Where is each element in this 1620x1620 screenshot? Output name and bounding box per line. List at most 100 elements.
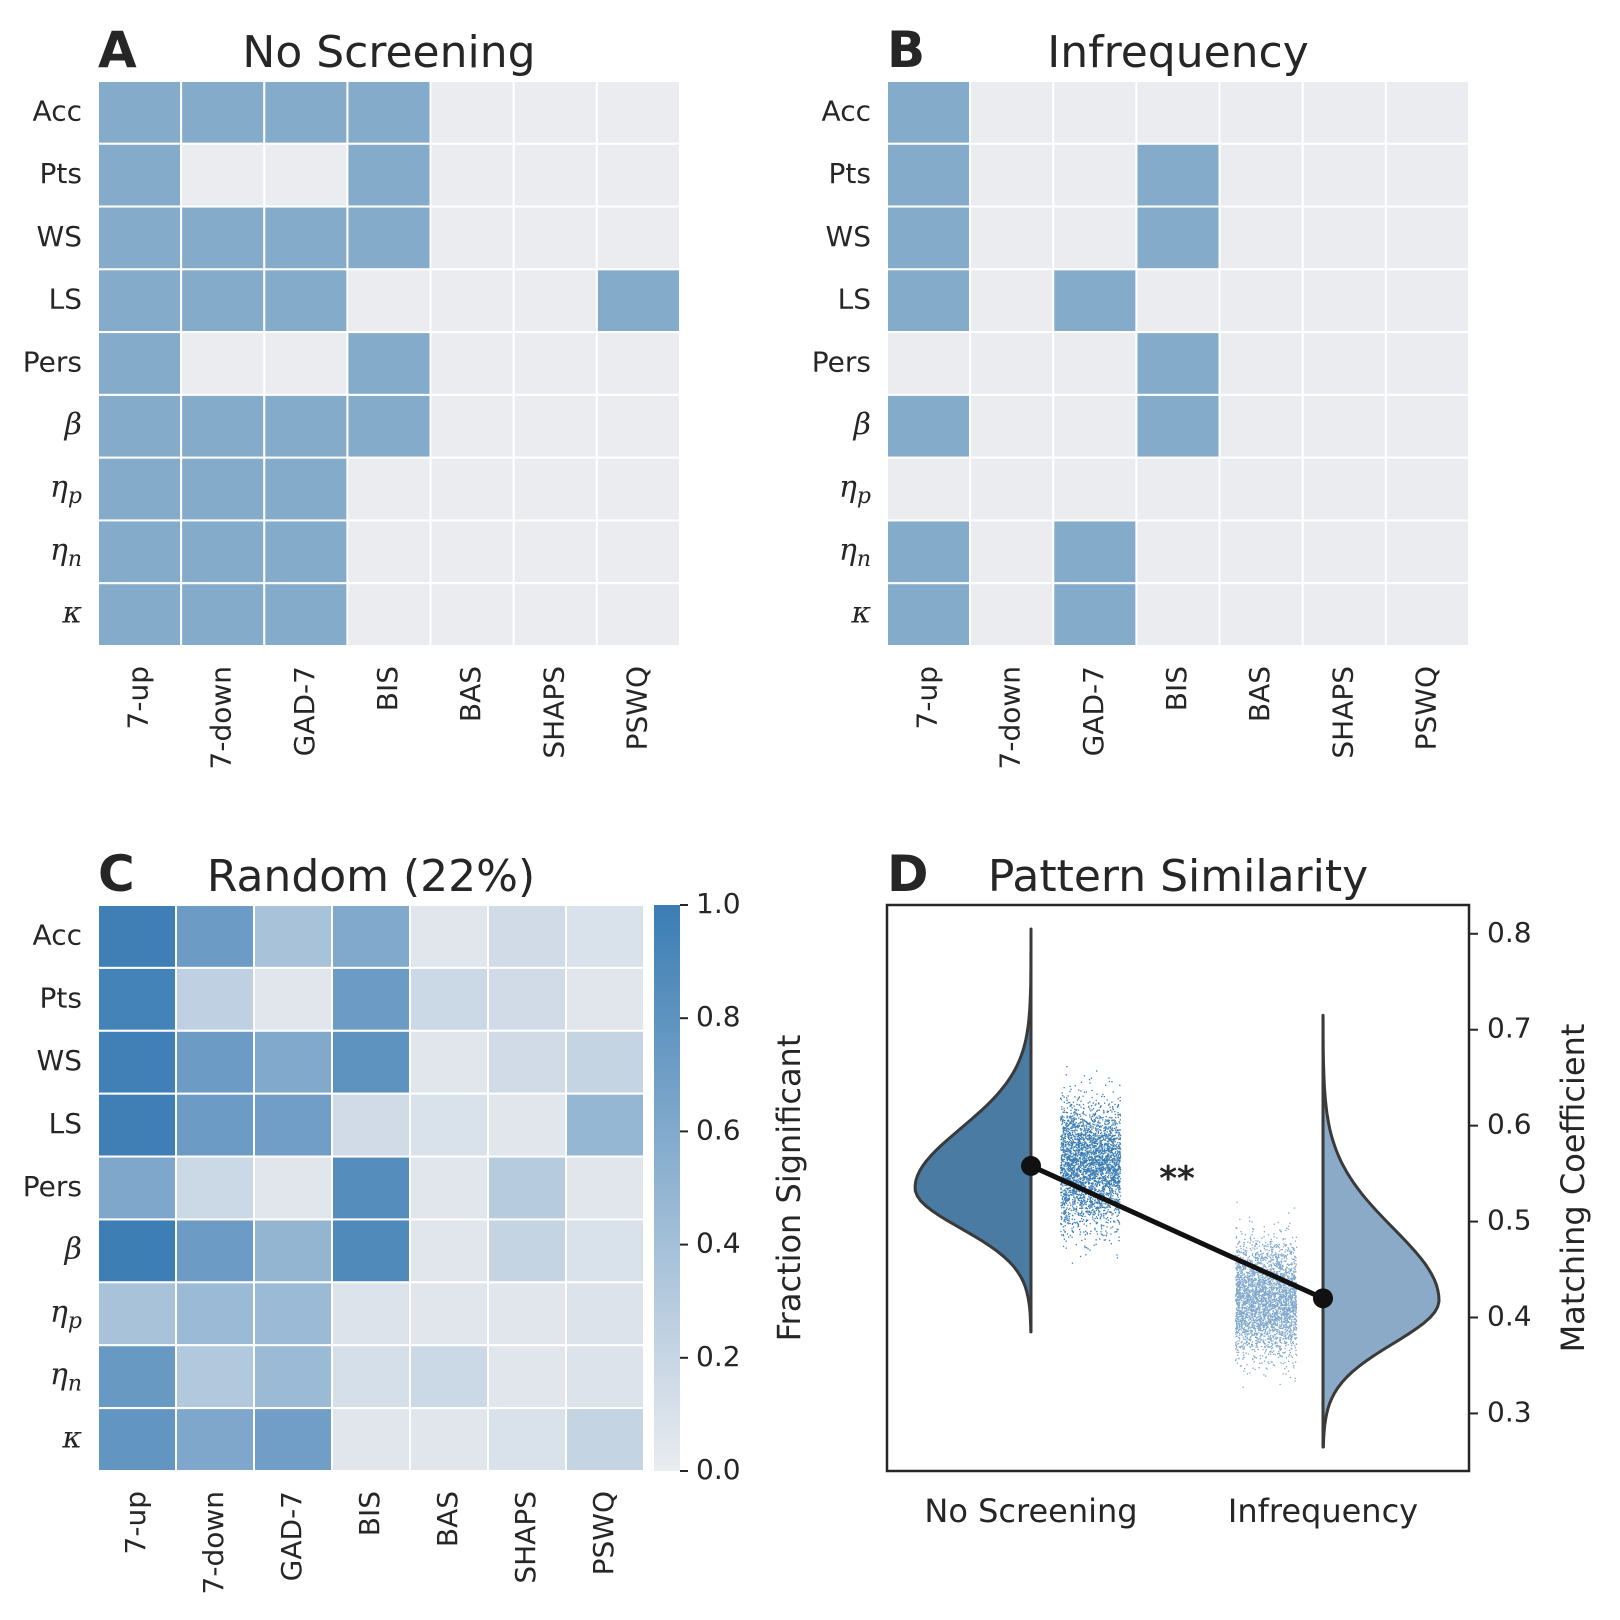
- jitter-point: [1068, 1148, 1070, 1151]
- jitter-point: [1087, 1139, 1089, 1141]
- heatmap-cell: [1135, 519, 1221, 585]
- jitter-point: [1068, 1218, 1070, 1220]
- jitter-point: [1270, 1338, 1272, 1340]
- jitter-point: [1268, 1286, 1270, 1289]
- jitter-point: [1068, 1163, 1070, 1165]
- jitter-point: [1079, 1161, 1081, 1163]
- jitter-point: [1266, 1302, 1268, 1304]
- jitter-point: [1112, 1144, 1114, 1146]
- heatmap-cell: [1384, 393, 1471, 459]
- jitter-point: [1254, 1285, 1256, 1288]
- jitter-point: [1282, 1255, 1284, 1257]
- jitter-point: [1287, 1313, 1289, 1315]
- jitter-point: [1090, 1186, 1092, 1188]
- jitter-point: [1096, 1070, 1098, 1072]
- jitter-point: [1270, 1297, 1272, 1299]
- jitter-point: [1080, 1207, 1083, 1209]
- jitter-point: [1070, 1209, 1072, 1212]
- jitter-point: [1097, 1117, 1099, 1119]
- jitter-point: [1109, 1152, 1111, 1154]
- jitter-point: [1080, 1197, 1082, 1199]
- jitter-point: [1086, 1163, 1088, 1165]
- heatmap-cell: [1135, 205, 1221, 271]
- jitter-point: [1117, 1105, 1119, 1107]
- jitter-point: [1107, 1204, 1109, 1206]
- jitter-point: [1280, 1262, 1283, 1264]
- jitter-point: [1081, 1158, 1084, 1161]
- jitter-point: [1077, 1123, 1079, 1125]
- jitter-point: [1105, 1218, 1107, 1220]
- jitter-point: [1285, 1308, 1287, 1311]
- jitter-point: [1107, 1168, 1110, 1170]
- jitter-point: [1112, 1091, 1114, 1093]
- jitter-point: [1085, 1193, 1087, 1196]
- jitter-point: [1256, 1320, 1258, 1322]
- jitter-point: [1258, 1285, 1260, 1287]
- jitter-point: [1116, 1257, 1118, 1259]
- jitter-point: [1109, 1129, 1111, 1132]
- jitter-point: [1103, 1194, 1105, 1197]
- jitter-point: [1061, 1115, 1063, 1117]
- jitter-point: [1065, 1191, 1068, 1193]
- jitter-point: [1075, 1181, 1077, 1183]
- jitter-point: [1108, 1123, 1110, 1125]
- jitter-point: [1086, 1200, 1088, 1203]
- jitter-point: [1060, 1097, 1062, 1099]
- jitter-point: [1112, 1165, 1114, 1167]
- jitter-point: [1085, 1132, 1088, 1134]
- jitter-point: [1078, 1149, 1080, 1151]
- jitter-point: [1076, 1147, 1078, 1149]
- jitter-point: [1063, 1229, 1065, 1231]
- jitter-point: [1106, 1164, 1109, 1166]
- heatmap-cell: [409, 904, 489, 969]
- jitter-point: [1115, 1127, 1117, 1129]
- jitter-point: [1086, 1170, 1088, 1172]
- jitter-point: [1254, 1256, 1256, 1258]
- jitter-point: [1094, 1183, 1097, 1185]
- jitter-point: [1118, 1168, 1120, 1170]
- jitter-point: [1235, 1279, 1237, 1281]
- jitter-point: [1285, 1288, 1288, 1291]
- jitter-point: [1097, 1125, 1100, 1127]
- jitter-point: [1245, 1302, 1247, 1305]
- jitter-point: [1099, 1170, 1101, 1173]
- jitter-point: [1111, 1188, 1113, 1190]
- jitter-point: [1069, 1213, 1071, 1215]
- jitter-point: [1098, 1115, 1100, 1117]
- heatmap-cell: [346, 519, 432, 585]
- jitter-point: [1110, 1179, 1112, 1181]
- jitter-point: [1060, 1173, 1062, 1175]
- jitter-point: [1259, 1275, 1261, 1277]
- jitter-point: [1099, 1144, 1101, 1146]
- jitter-point: [1115, 1153, 1118, 1156]
- jitter-point: [1112, 1141, 1114, 1143]
- jitter-point: [1106, 1145, 1109, 1147]
- jitter-point: [1070, 1127, 1072, 1129]
- jitter-point: [1078, 1149, 1080, 1152]
- jitter-point: [1103, 1152, 1105, 1155]
- heatmap-cell: [97, 1029, 177, 1095]
- jitter-point: [1090, 1124, 1092, 1127]
- jitter-point: [1098, 1103, 1100, 1105]
- jitter-point: [1078, 1125, 1080, 1128]
- jitter-point: [1073, 1160, 1075, 1162]
- jitter-point: [1269, 1261, 1272, 1263]
- jitter-point: [1067, 1194, 1069, 1196]
- jitter-point: [1293, 1326, 1295, 1328]
- jitter-point: [1071, 1169, 1073, 1171]
- jitter-point: [1245, 1294, 1247, 1296]
- jitter-point: [1111, 1172, 1113, 1174]
- jitter-point: [1268, 1303, 1271, 1305]
- jitter-point: [1279, 1270, 1281, 1273]
- jitter-point: [1088, 1078, 1091, 1081]
- jitter-point: [1251, 1298, 1253, 1300]
- jitter-point: [1294, 1270, 1296, 1273]
- jitter-point: [1060, 1194, 1062, 1196]
- jitter-point: [1074, 1203, 1076, 1205]
- jitter-point: [1110, 1141, 1113, 1143]
- jitter-point: [1295, 1310, 1297, 1312]
- jitter-point: [1119, 1137, 1121, 1139]
- jitter-point: [1292, 1270, 1294, 1272]
- jitter-point: [1067, 1204, 1069, 1206]
- jitter-point: [1082, 1124, 1084, 1126]
